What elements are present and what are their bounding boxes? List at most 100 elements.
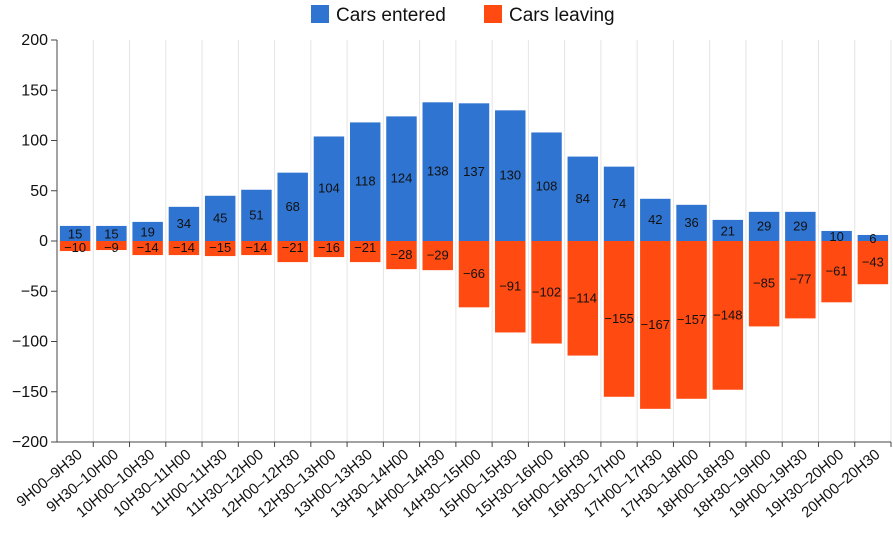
bar-cars-entered [640,198,671,241]
data-label-entered: 118 [355,174,376,189]
y-tick-label: −100 [12,334,48,351]
bar-cars-entered [821,230,852,241]
bar-cars-entered [96,225,127,241]
data-label-entered: 108 [536,179,558,194]
data-label-entered: 124 [391,171,413,186]
data-label-entered: 15 [68,226,82,241]
bar-cars-entered [132,221,163,241]
y-tick-label: −150 [12,384,48,401]
data-label-entered: 68 [285,199,299,214]
legend-label: Cars leaving [509,5,615,26]
y-tick-label: 100 [21,133,48,150]
bar-cars-leaving [386,241,417,270]
bar-cars-leaving [241,241,272,256]
y-tick-label: −200 [12,434,48,451]
data-label-entered: 42 [648,212,662,227]
y-tick-label: −50 [21,283,48,300]
y-tick-label: 150 [21,82,48,99]
bar-cars-leaving [567,241,599,356]
bar-cars-leaving [59,241,91,252]
bar-cars-entered [422,102,453,241]
legend-swatch [311,5,329,23]
data-label-leaving: −155 [604,311,633,326]
data-label-leaving: −28 [390,247,412,262]
bars [59,102,889,409]
bar-cars-entered [386,116,417,241]
data-label-entered: 45 [213,210,227,225]
data-label-entered: 15 [104,226,118,241]
bar-cars-leaving [857,241,889,285]
data-label-leaving: −43 [862,255,884,270]
bar-cars-leaving [531,241,562,344]
data-label-entered: 6 [869,231,876,246]
bar-cars-entered [168,206,200,241]
data-label-leaving: −77 [789,272,811,287]
data-label-entered: 74 [612,196,626,211]
data-label-entered: 10 [829,229,843,244]
data-label-leaving: −21 [354,240,376,255]
y-tick-label: 200 [21,32,48,49]
bar-cars-entered [495,110,526,241]
bar-cars-leaving [168,241,200,256]
x-axis: 9H00–9H309H30–10H0010H00–10H3010H30–11H0… [13,441,892,521]
data-labels: 15 15 19 34 45 51 68 104 118 124 138 137 130 108 84 74 4… [64,164,884,332]
legend-swatch [484,5,502,23]
data-label-leaving: −14 [137,240,159,255]
data-label-leaving: −157 [677,312,706,327]
data-label-leaving: −10 [64,240,86,255]
data-label-leaving: −9 [104,240,119,255]
bar-cars-leaving [204,241,236,257]
bar-cars-entered [748,211,780,241]
data-label-entered: 138 [427,164,449,179]
legend: Cars entered Cars leaving [311,5,615,26]
y-axis: 200 150 100 50 0 −50 −100 −150 −200 [12,32,58,451]
legend-item-cars-leaving: Cars leaving [484,5,615,26]
bar-cars-entered [531,132,562,241]
bar-cars-leaving [712,241,744,390]
bar-cars-entered [712,219,744,241]
bar-cars-leaving [785,241,816,319]
bar-cars-leaving [349,241,381,263]
bar-cars-entered [567,156,599,241]
data-label-leaving: −148 [713,307,742,322]
data-label-leaving: −91 [499,279,521,294]
data-label-entered: 130 [499,168,521,183]
data-label-leaving: −15 [209,240,231,255]
data-label-entered: 51 [249,207,263,222]
y-tick-label: 50 [30,183,48,200]
data-label-entered: 137 [463,164,485,179]
data-label-entered: 84 [576,191,590,206]
grid-lines [56,40,892,442]
data-label-leaving: −21 [282,240,304,255]
data-label-entered: 36 [684,215,698,230]
data-label-leaving: −14 [173,240,195,255]
data-label-leaving: −66 [463,266,485,281]
bar-cars-leaving [422,241,453,271]
data-label-leaving: −61 [826,264,848,279]
bar-cars-entered [241,189,272,241]
data-label-entered: 104 [318,181,340,196]
data-label-entered: 34 [177,216,191,231]
bar-cars-leaving [495,241,526,333]
data-label-leaving: −29 [427,248,449,263]
bar-cars-leaving [821,241,852,303]
legend-item-cars-entered: Cars entered [311,5,446,26]
bar-cars-entered [313,136,345,241]
bar-cars-entered [458,103,490,241]
data-label-leaving: −16 [318,240,340,255]
bar-cars-leaving [458,241,490,308]
bar-cars-entered [785,211,816,241]
data-label-leaving: −14 [245,240,267,255]
data-label-leaving: −167 [641,317,670,332]
bar-cars-leaving [132,241,163,256]
bar-cars-leaving [96,241,127,251]
legend-label: Cars entered [336,5,446,26]
data-label-leaving: −114 [569,290,597,305]
data-label-leaving: −85 [753,276,775,291]
data-label-entered: 29 [793,218,807,233]
bar-cars-leaving [640,241,671,409]
bar-cars-entered [603,166,635,241]
data-label-entered: 29 [757,218,771,233]
bar-cars-entered [204,195,236,241]
bar-cars-entered [676,204,707,241]
